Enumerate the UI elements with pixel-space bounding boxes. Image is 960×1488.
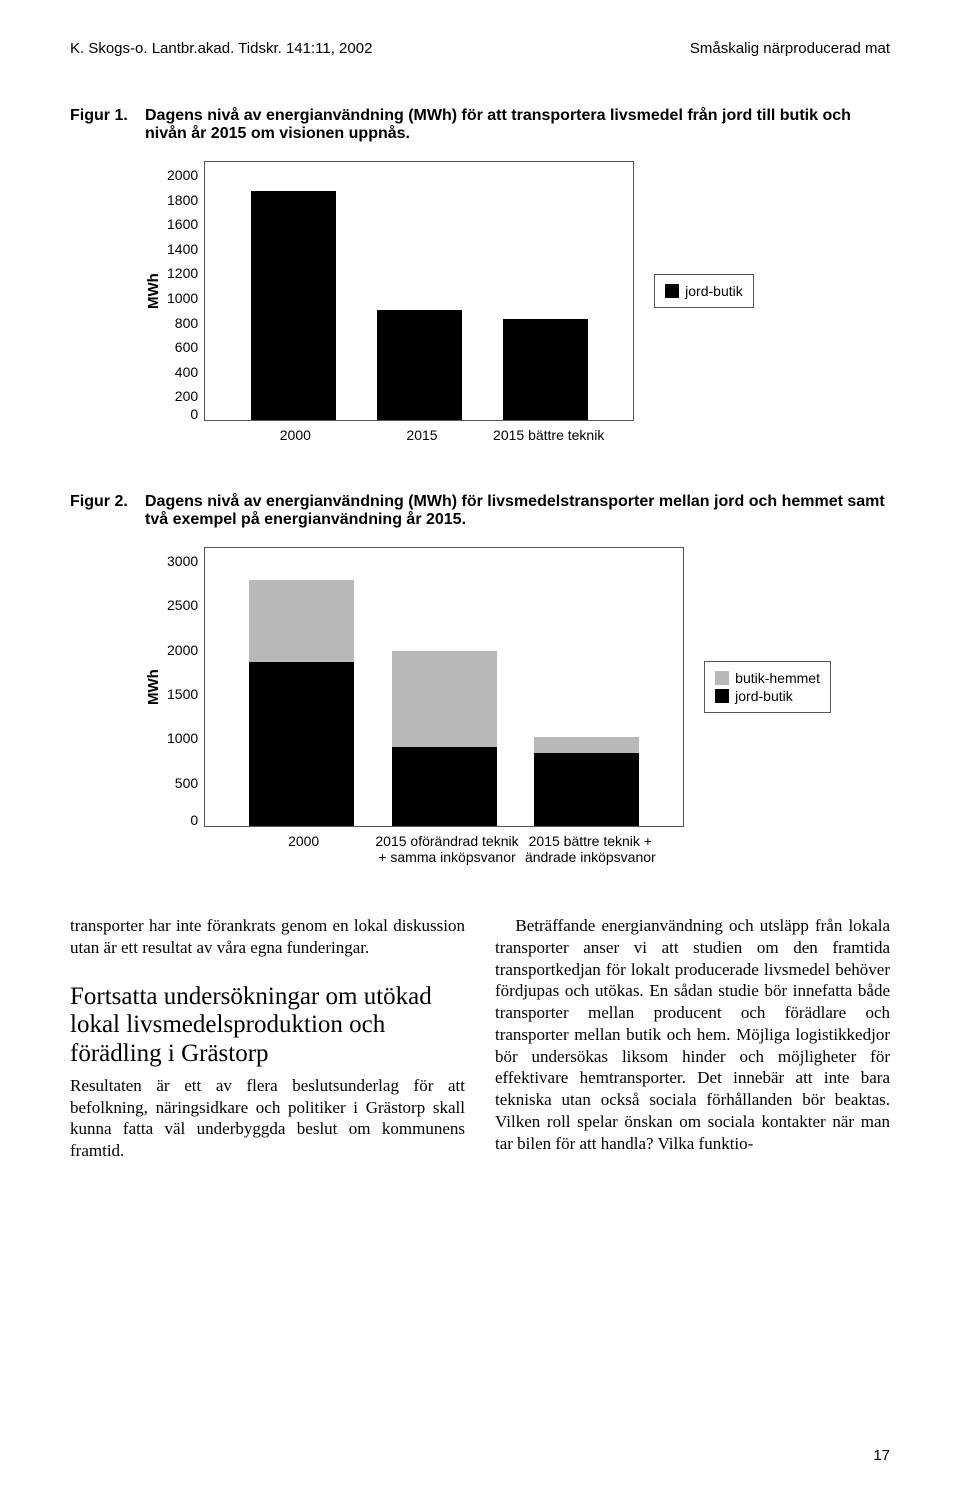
figure1-number: Figur 1. [70,107,145,143]
figure2-caption: Figur 2. Dagens nivå av energianvändning… [70,493,890,529]
figure2-plot-area [204,547,684,827]
legend-swatch [665,284,679,298]
bar-segment [534,753,639,826]
left-paragraph-1: transporter har inte förankrats genom en… [70,915,465,959]
y-tick-label: 600 [175,340,198,354]
chart-bar [534,737,639,826]
header-left: K. Skogs-o. Lantbr.akad. Tidskr. 141:11,… [70,40,372,57]
figure1-y-label: MWh [145,161,167,421]
legend-swatch [715,689,729,703]
x-tick-label: 2015 oförändrad teknik + samma inköpsvan… [375,833,518,865]
left-column: transporter har inte förankrats genom en… [70,915,465,1162]
y-tick-label: 0 [190,813,198,827]
header-right: Småskalig närproducerad mat [690,40,890,57]
page-number: 17 [873,1447,890,1464]
figure1-caption: Figur 1. Dagens nivå av energianvändning… [70,107,890,143]
figure2-chart: MWh 3000 2500 2000 1500 1000 500 0 butik-hemme… [145,547,890,865]
section-heading: Fortsatta undersökningar om utökad lokal… [70,983,465,1069]
y-tick-label: 1500 [167,687,198,701]
figure2-y-ticks: 3000 2500 2000 1500 1000 500 0 [167,547,204,827]
legend-item: butik-hemmet [715,670,820,686]
figure1-y-ticks: 2000180016001400120010008006004002000 [167,161,204,421]
legend-label: jord-butik [685,283,743,299]
y-tick-label: 1400 [167,242,198,256]
bar-segment [503,319,588,420]
y-tick-label: 2000 [167,643,198,657]
figure1-x-labels: 200020152015 bättre teknik [207,421,637,443]
figure2-x-labels: 20002015 oförändrad teknik + samma inköp… [207,827,687,865]
bar-segment [534,737,639,753]
left-paragraph-2: Resultaten är ett av flera beslutsunderl… [70,1075,465,1162]
running-header: K. Skogs-o. Lantbr.akad. Tidskr. 141:11,… [70,40,890,57]
legend-item: jord-butik [715,688,820,704]
figure2-bars [205,548,683,826]
y-tick-label: 1000 [167,731,198,745]
bar-segment [249,662,354,826]
y-tick-label: 200 [175,389,198,403]
y-tick-label: 2500 [167,598,198,612]
figure2-number: Figur 2. [70,493,145,529]
x-tick-label: 2015 bättre teknik [485,427,612,443]
bar-segment [392,651,497,747]
y-tick-label: 2000 [167,168,198,182]
y-tick-label: 400 [175,365,198,379]
chart-bar [377,310,462,421]
bar-segment [392,747,497,826]
y-tick-label: 500 [175,776,198,790]
chart-bar [503,319,588,420]
x-tick-label: 2015 bättre teknik + ändrade inköpsvanor [519,833,662,865]
figure1-caption-text: Dagens nivå av energianvändning (MWh) fö… [145,107,890,143]
y-tick-label: 1200 [167,266,198,280]
y-tick-label: 3000 [167,554,198,568]
chart-bar [392,651,497,826]
right-paragraph-1: Beträffande energianvändning och utsläpp… [495,915,890,1154]
x-tick-label: 2000 [232,833,375,865]
figure1-chart: MWh 200018001600140012001000800600400200… [145,161,890,443]
figure2-caption-text: Dagens nivå av energianvändning (MWh) fö… [145,493,890,529]
y-tick-label: 1800 [167,193,198,207]
x-tick-label: 2000 [232,427,359,443]
legend-swatch [715,671,729,685]
chart-bar [251,191,336,420]
y-tick-label: 1000 [167,291,198,305]
bar-segment [251,191,336,420]
legend-label: jord-butik [735,688,793,704]
y-tick-label: 800 [175,316,198,330]
legend-label: butik-hemmet [735,670,820,686]
figure2-y-label: MWh [145,547,167,827]
right-column: Beträffande energianvändning och utsläpp… [495,915,890,1162]
legend-item: jord-butik [665,283,743,299]
chart-bar [249,580,354,826]
figure1-plot-area [204,161,634,421]
bar-segment [249,580,354,662]
figure2-legend: butik-hemmet jord-butik [704,661,831,713]
figure1-legend: jord-butik [654,274,754,308]
bar-segment [377,310,462,421]
body-text: transporter har inte förankrats genom en… [70,915,890,1162]
figure1-bars [205,162,633,420]
y-tick-label: 1600 [167,217,198,231]
x-tick-label: 2015 [359,427,486,443]
y-tick-label: 0 [190,407,198,421]
